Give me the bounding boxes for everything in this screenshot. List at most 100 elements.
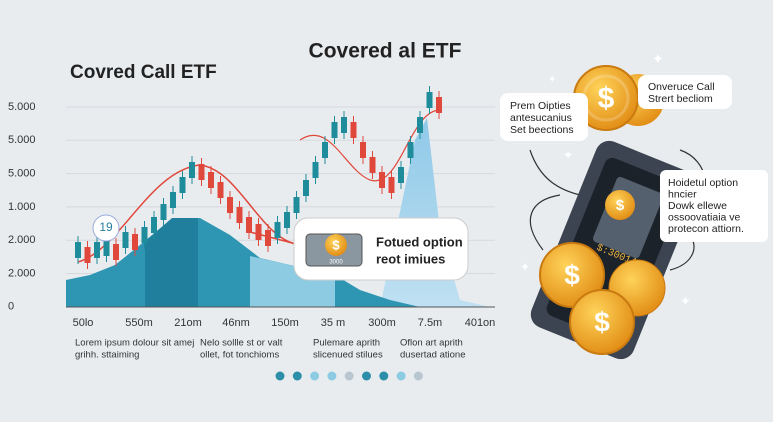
svg-text:$: $: [564, 259, 580, 290]
x-label: 401on: [465, 317, 496, 329]
candle: [94, 242, 100, 258]
bubble-text: antesucanius: [510, 112, 572, 124]
candle: [417, 117, 423, 133]
svg-text:$: $: [598, 82, 615, 115]
svg-text:$: $: [594, 306, 610, 337]
candle: [198, 164, 205, 180]
bubble-text: protecon attiorn.: [668, 223, 744, 235]
candle: [246, 217, 252, 233]
callout-text: reot imiues: [376, 251, 445, 266]
candle: [189, 162, 195, 178]
candle: [179, 177, 186, 193]
y-label: 0: [8, 301, 14, 313]
title: Covered al ETF: [309, 40, 462, 63]
illustration: $ $:30014 $ $ $ ✦ ✦ ✦ ✦ ✦: [520, 51, 707, 360]
page-dot: [292, 371, 302, 381]
area-block: [360, 300, 385, 307]
candle: [284, 212, 290, 228]
x-label: 550m: [125, 317, 153, 329]
candle: [103, 240, 110, 256]
candle: [132, 234, 138, 250]
svg-text:✦: ✦: [548, 75, 556, 86]
y-label: 2.000: [8, 267, 36, 279]
candle: [151, 217, 157, 233]
page-dot: [413, 371, 423, 381]
candle: [255, 224, 262, 240]
note: Nelo sollle st or valt: [200, 338, 283, 349]
svg-text:✦: ✦: [563, 148, 573, 162]
badge: [92, 214, 120, 242]
page-dot: [362, 371, 371, 381]
bubble-text: Hoidetul option: [668, 177, 738, 189]
candle: [331, 122, 338, 138]
bubble-text: Strert becliom: [648, 93, 713, 105]
candles: [75, 86, 442, 269]
bill-text: 3000: [329, 260, 343, 266]
note: Lorem ipsum dolour sit amej: [75, 338, 194, 349]
bubble: [500, 93, 588, 141]
candle: [227, 197, 233, 213]
candle: [303, 180, 309, 196]
page-dot: [310, 371, 320, 381]
phone-coin: $: [616, 197, 625, 214]
candle: [350, 122, 357, 138]
x-label: 46nm: [222, 317, 250, 329]
svg-text:✦: ✦: [680, 293, 691, 308]
page-dot: [379, 371, 389, 381]
callout-text: Fotued option: [376, 234, 463, 249]
bubble-text: Prem Oipties: [510, 100, 571, 112]
candle: [379, 172, 385, 188]
candle: [170, 192, 176, 208]
candle: [217, 182, 224, 198]
y-label: 1.000: [8, 201, 36, 213]
note: ollet, fot tonchioms: [200, 350, 279, 361]
candle: [141, 227, 148, 243]
y-label: 2.000: [8, 234, 36, 246]
bubble-text: Dowk ellewe: [668, 200, 727, 212]
page-dot: [327, 371, 337, 381]
note: dusertad atione: [400, 350, 466, 361]
x-label: 300m: [368, 317, 396, 329]
candle: [75, 242, 81, 258]
candle: [360, 142, 366, 158]
svg-text:✦: ✦: [652, 51, 664, 67]
y-label: 5.000: [8, 168, 36, 180]
candle: [341, 117, 347, 133]
candle: [369, 157, 376, 173]
candle: [293, 197, 300, 213]
x-label: 21om: [174, 317, 202, 329]
bubble-text: Set beections: [510, 124, 574, 136]
bubble: [638, 75, 732, 109]
candle: [426, 92, 433, 108]
note: slicenued stilues: [313, 350, 383, 361]
subtitle: Covred Call ETF: [70, 62, 217, 83]
candle: [236, 207, 243, 223]
page-dot: [396, 371, 406, 381]
coin: [325, 234, 347, 256]
note: Oflon art aprith: [400, 338, 463, 349]
y-label: 5.000: [8, 101, 36, 113]
y-label: 5.000: [8, 134, 36, 146]
candle: [265, 230, 271, 246]
bubble-text: ossoovatiaia ve: [668, 211, 741, 223]
candle: [398, 167, 404, 183]
candle: [388, 177, 395, 193]
x-label: 50lo: [73, 317, 94, 329]
candle: [322, 142, 328, 158]
candle: [208, 172, 214, 188]
area-block: [145, 218, 198, 307]
x-label: 35 m: [321, 317, 345, 329]
bubble: [660, 170, 768, 242]
candle: [274, 222, 281, 238]
candle: [436, 97, 442, 113]
candle: [122, 232, 129, 248]
note: Pulemare aprith: [313, 338, 380, 349]
candle: [84, 247, 91, 263]
x-label: 150m: [271, 317, 299, 329]
candle: [160, 204, 167, 220]
bubble-text: Onveruce Call: [648, 81, 715, 93]
labels: 5.000 5.000 5.000 1.000 2.000 2.000 0 50lo 550m 2…: [8, 101, 495, 381]
